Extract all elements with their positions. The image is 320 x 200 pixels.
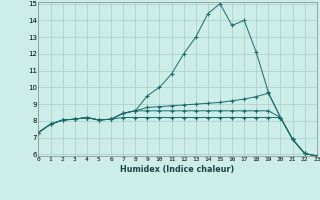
X-axis label: Humidex (Indice chaleur): Humidex (Indice chaleur) bbox=[120, 165, 235, 174]
